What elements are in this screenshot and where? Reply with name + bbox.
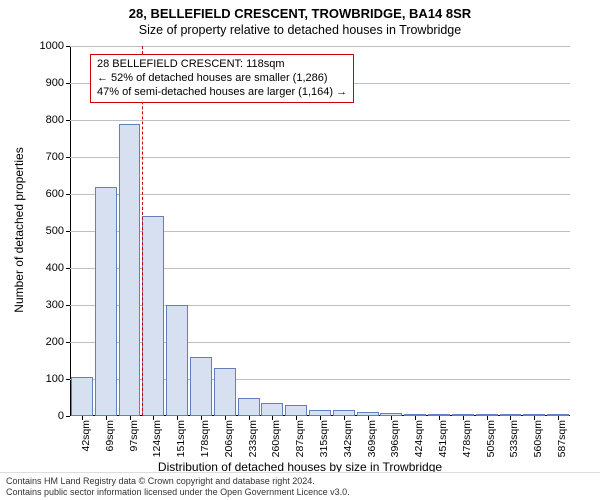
y-tick-mark <box>66 120 70 121</box>
x-tick-mark <box>415 416 416 420</box>
x-tick-label: 560sqm <box>532 420 544 457</box>
grid-line <box>70 46 570 47</box>
y-tick-mark <box>66 157 70 158</box>
x-tick-mark <box>487 416 488 420</box>
x-tick-mark <box>201 416 202 420</box>
x-tick-label: 396sqm <box>389 420 401 457</box>
histogram-bar <box>142 216 164 416</box>
y-tick-mark <box>66 342 70 343</box>
x-tick-label: 69sqm <box>104 420 116 452</box>
y-axis-label: Number of detached properties <box>12 65 26 230</box>
y-tick-mark <box>66 231 70 232</box>
x-tick-label: 315sqm <box>318 420 330 457</box>
x-tick-label: 124sqm <box>151 420 163 457</box>
histogram-bar <box>71 377 93 416</box>
x-tick-mark <box>249 416 250 420</box>
x-tick-label: 342sqm <box>342 420 354 457</box>
grid-line <box>70 157 570 158</box>
x-tick-mark <box>439 416 440 420</box>
x-tick-mark <box>391 416 392 420</box>
x-tick-label: 451sqm <box>437 420 449 457</box>
y-tick-mark <box>66 46 70 47</box>
histogram-bar <box>119 124 141 416</box>
x-tick-label: 151sqm <box>175 420 187 457</box>
annotation-line-2: ← 52% of detached houses are smaller (1,… <box>97 72 347 86</box>
histogram-bar <box>214 368 236 416</box>
x-tick-label: 587sqm <box>556 420 568 457</box>
y-tick-mark <box>66 194 70 195</box>
y-tick-mark <box>66 305 70 306</box>
x-tick-label: 369sqm <box>366 420 378 457</box>
y-tick-mark <box>66 416 70 417</box>
histogram-bar <box>166 305 188 416</box>
x-tick-mark <box>558 416 559 420</box>
annotation-line-3: 47% of semi-detached houses are larger (… <box>97 86 347 100</box>
histogram-bar <box>95 187 117 416</box>
x-tick-mark <box>177 416 178 420</box>
grid-line <box>70 194 570 195</box>
y-tick-mark <box>66 268 70 269</box>
x-tick-label: 424sqm <box>413 420 425 457</box>
x-tick-label: 206sqm <box>223 420 235 457</box>
y-tick-mark <box>66 379 70 380</box>
x-tick-mark <box>225 416 226 420</box>
annotation-line-1: 28 BELLEFIELD CRESCENT: 118sqm <box>97 58 347 72</box>
x-tick-label: 287sqm <box>294 420 306 457</box>
footer-line-2: Contains public sector information licen… <box>6 487 594 498</box>
x-tick-label: 505sqm <box>485 420 497 457</box>
histogram-bar <box>238 398 260 417</box>
x-tick-mark <box>130 416 131 420</box>
histogram-bar <box>261 403 283 416</box>
x-tick-label: 478sqm <box>461 420 473 457</box>
x-tick-mark <box>368 416 369 420</box>
y-tick-mark <box>66 83 70 84</box>
x-tick-mark <box>106 416 107 420</box>
x-tick-mark <box>82 416 83 420</box>
footer: Contains HM Land Registry data © Crown c… <box>0 472 600 500</box>
chart-title: 28, BELLEFIELD CRESCENT, TROWBRIDGE, BA1… <box>0 0 600 21</box>
x-tick-label: 42sqm <box>80 420 92 452</box>
x-tick-label: 260sqm <box>270 420 282 457</box>
x-tick-mark <box>153 416 154 420</box>
x-tick-label: 178sqm <box>199 420 211 457</box>
x-tick-mark <box>320 416 321 420</box>
annotation-box: 28 BELLEFIELD CRESCENT: 118sqm ← 52% of … <box>90 54 354 103</box>
x-tick-mark <box>510 416 511 420</box>
histogram-bar <box>285 405 307 416</box>
histogram-bar <box>190 357 212 416</box>
x-tick-mark <box>463 416 464 420</box>
x-tick-mark <box>344 416 345 420</box>
x-tick-mark <box>534 416 535 420</box>
x-tick-mark <box>296 416 297 420</box>
x-tick-mark <box>272 416 273 420</box>
grid-line <box>70 120 570 121</box>
chart-container: 28, BELLEFIELD CRESCENT, TROWBRIDGE, BA1… <box>0 0 600 500</box>
x-tick-label: 533sqm <box>508 420 520 457</box>
chart-subtitle: Size of property relative to detached ho… <box>0 21 600 37</box>
x-tick-label: 97sqm <box>128 420 140 452</box>
x-tick-label: 233sqm <box>247 420 259 457</box>
footer-line-1: Contains HM Land Registry data © Crown c… <box>6 476 594 487</box>
